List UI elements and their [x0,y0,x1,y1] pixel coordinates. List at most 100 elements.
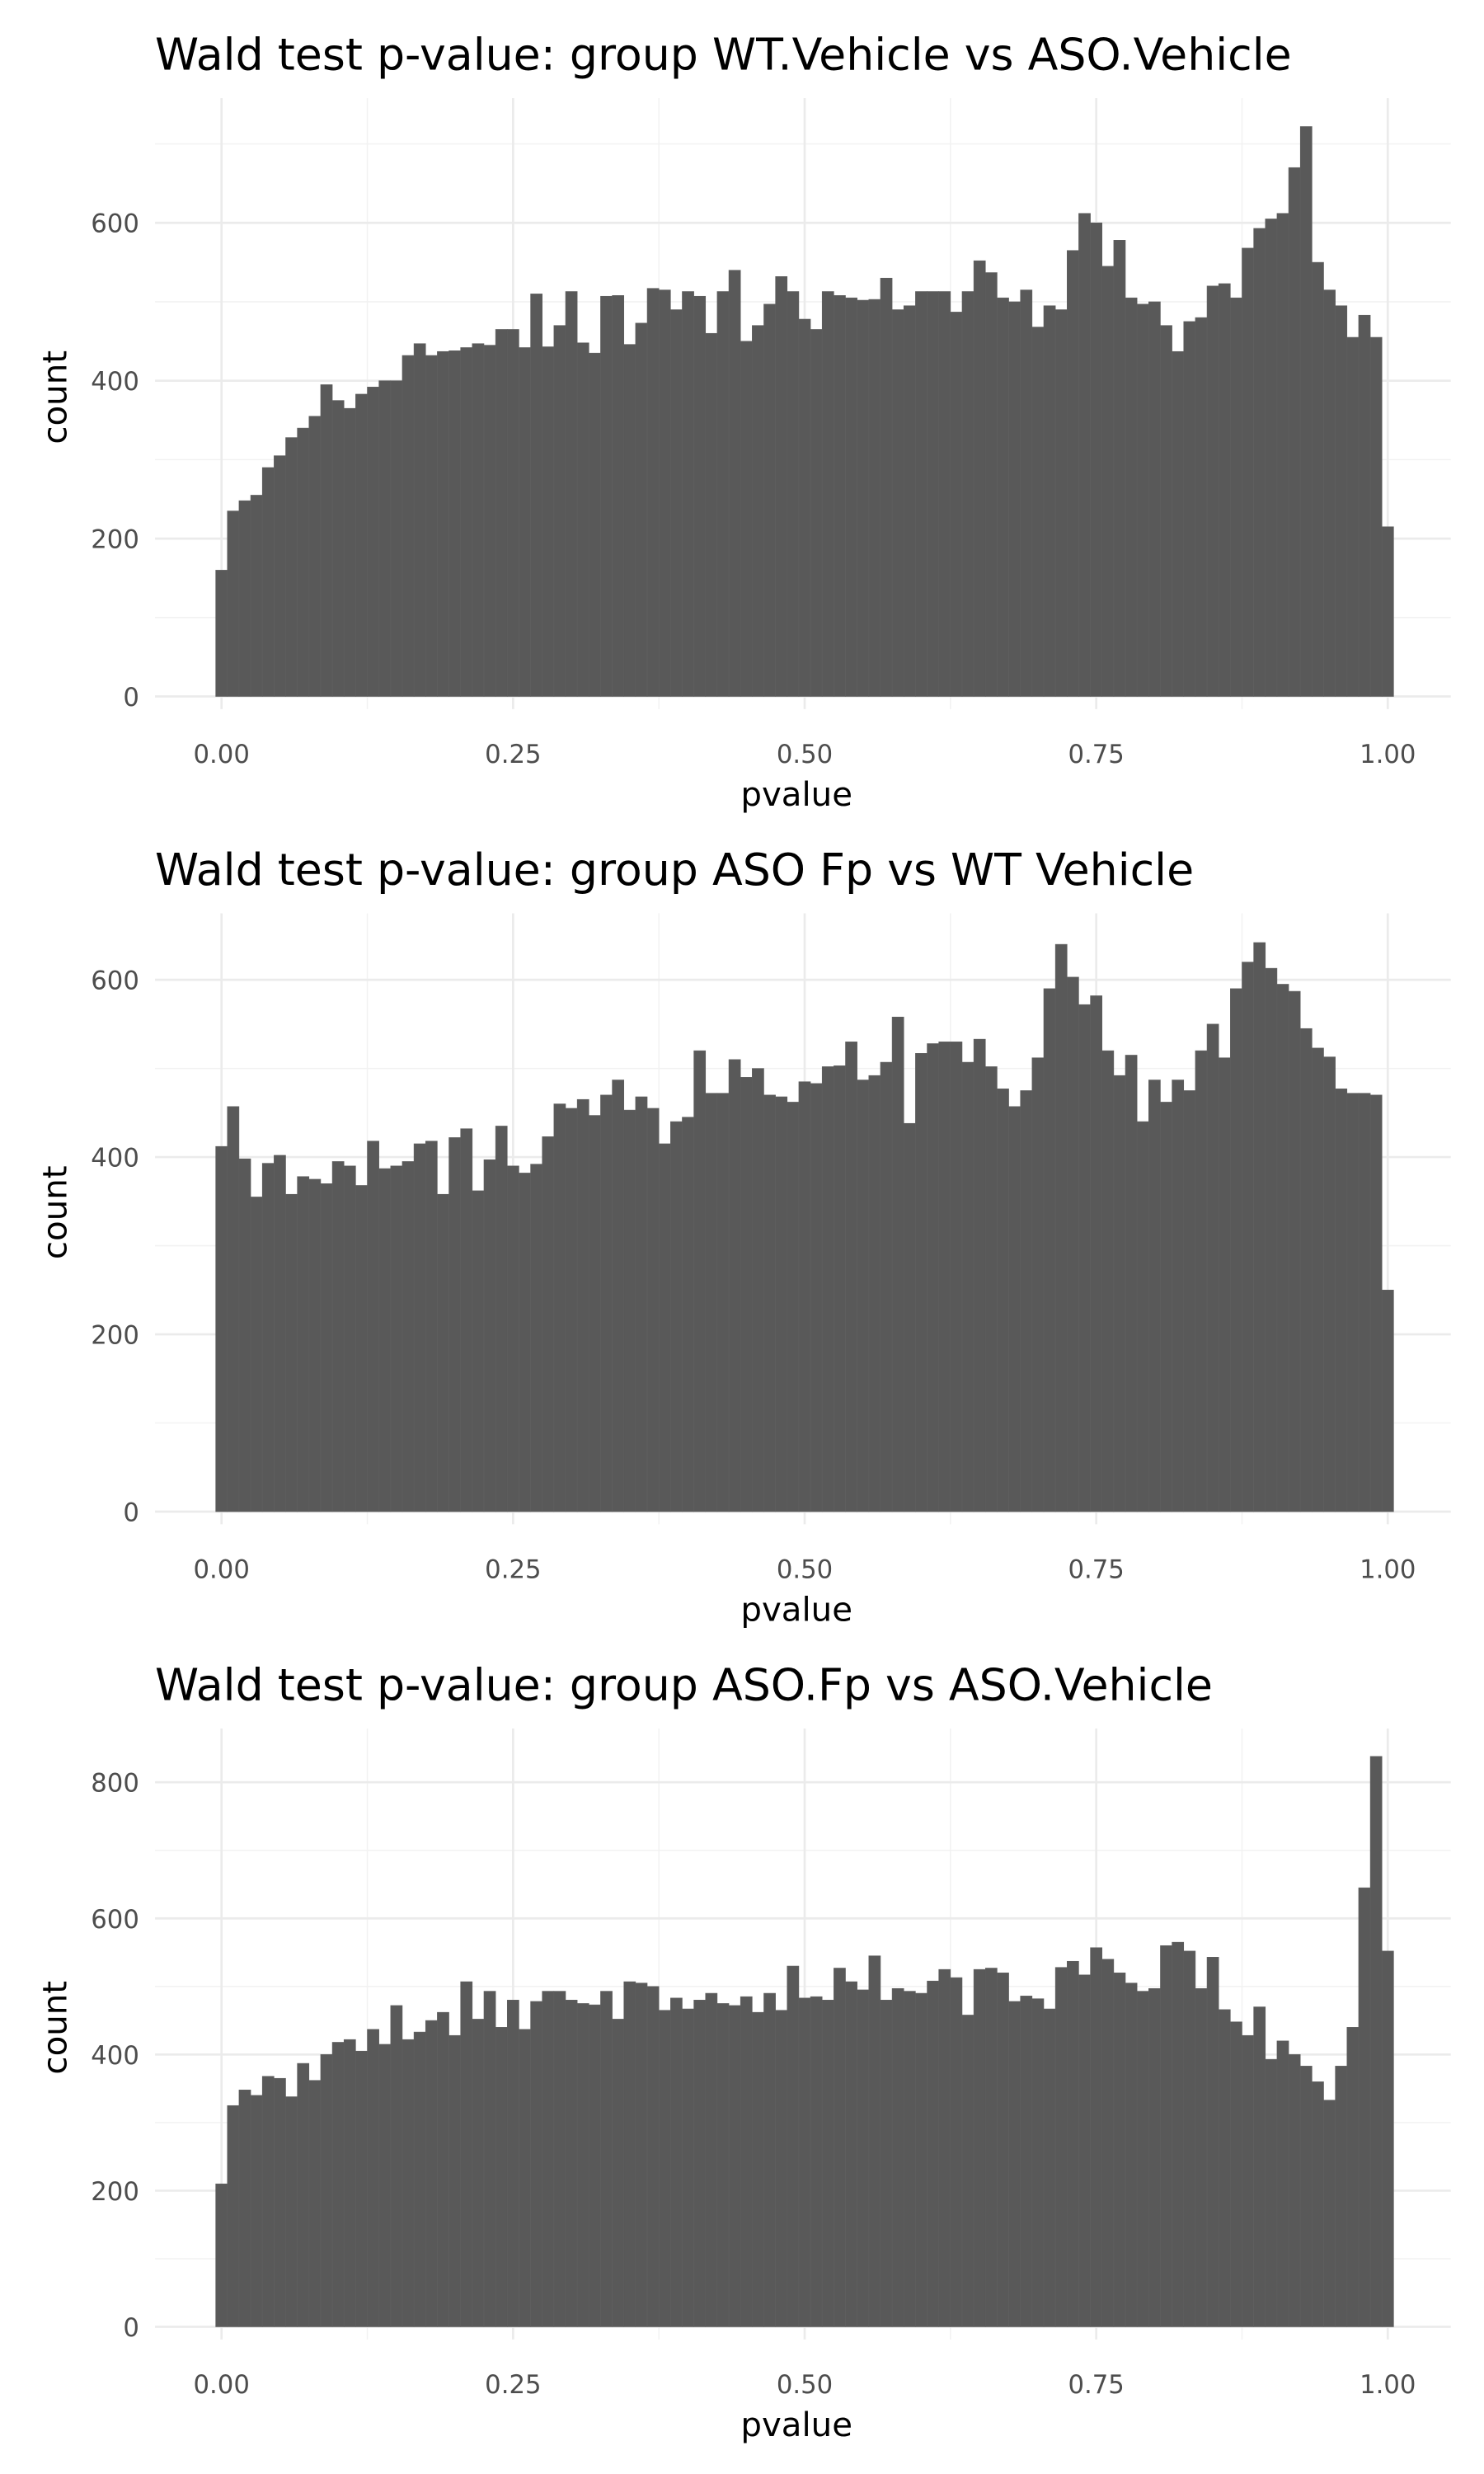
bar [612,1079,625,1512]
bar [984,272,998,697]
bar [1312,1047,1324,1512]
bar [752,2011,764,2327]
x-tick-label: 1.00 [1360,2371,1416,2400]
bar [787,1102,800,1512]
bar [1265,967,1278,1512]
histogram-panel: Wald test p-value: group ASO.Fp vs ASO.V… [36,1658,1451,2444]
bar [1335,1089,1348,1512]
bar [413,2031,426,2327]
y-tick-label: 200 [91,1322,139,1351]
bar [740,341,753,697]
bar [997,1089,1009,1512]
bar [740,1996,753,2327]
bar [227,2105,240,2327]
bar [378,1168,392,1512]
bar [658,1143,671,1512]
bar [938,1968,951,2327]
bar [868,299,881,697]
bar [378,380,392,697]
bar [810,1996,823,2327]
bar [1125,1982,1138,2327]
bar [1160,325,1172,697]
bar [600,295,613,697]
bar [646,288,660,697]
bar [646,1986,660,2327]
bar [355,1185,368,1512]
bar [1346,336,1360,697]
bar [1218,1057,1231,1512]
bar [1230,2021,1242,2327]
bar [297,2062,310,2327]
bar [506,1165,519,1512]
bar [658,289,671,697]
bar [903,1122,916,1512]
bar [425,2020,438,2327]
bar [1323,2100,1336,2327]
bar [1195,317,1208,697]
bar [250,2095,263,2327]
bar [1148,1079,1161,1512]
bar [297,427,310,697]
bar [600,1094,613,1512]
bar [845,1042,857,1512]
bar [903,1991,916,2327]
bar [927,291,939,697]
bar [693,1050,707,1512]
bar [553,1103,566,1512]
x-tick-label: 0.75 [1068,741,1124,769]
bar [1323,289,1336,697]
bar [961,1061,974,1512]
bar [1043,2008,1056,2327]
bar [367,2029,379,2327]
bar [1113,1075,1126,1512]
y-tick-label: 600 [91,1906,139,1935]
bar [402,1161,415,1512]
bar [553,325,566,697]
bar [1265,2058,1278,2327]
bar [693,295,707,697]
bar [1031,327,1045,697]
bar [589,352,601,697]
bar [752,1068,764,1512]
chart-title: Wald test p-value: group ASO Fp vs WT Ve… [155,844,1194,896]
bar [1312,261,1324,697]
bar [1206,1023,1219,1512]
bar [798,1081,811,1512]
bar [1195,1050,1208,1512]
bar [1067,250,1079,697]
bar [670,1997,683,2327]
bar [845,297,857,697]
bar [1299,1028,1313,1512]
bar [460,347,473,697]
bar [448,350,461,697]
bar [437,350,449,697]
bar [1125,1055,1138,1512]
bar [973,260,986,697]
bar [635,1982,648,2327]
bar [215,1145,228,1512]
bar [1020,1090,1033,1512]
bar [576,1098,589,1512]
y-axis-title: count [36,1165,75,1259]
bar [1346,2027,1360,2327]
bar [250,495,263,697]
bar [1299,2066,1313,2327]
bar [984,1968,998,2327]
y-tick-label: 0 [123,684,139,713]
bar [285,1193,298,1512]
bar [1369,336,1383,697]
bar [845,1981,857,2327]
chart-title: Wald test p-value: group ASO.Fp vs ASO.V… [155,1658,1213,1710]
bar [495,2027,508,2327]
bar [927,1980,939,2327]
bar [1101,1050,1115,1512]
y-tick-label: 0 [123,2314,139,2343]
bar [1253,2006,1266,2327]
bar [367,387,379,697]
bar [519,2029,531,2327]
bar [693,2000,707,2327]
bar [542,346,555,697]
bar [775,2010,788,2327]
bar [460,1981,473,2327]
bar [857,1989,870,2327]
